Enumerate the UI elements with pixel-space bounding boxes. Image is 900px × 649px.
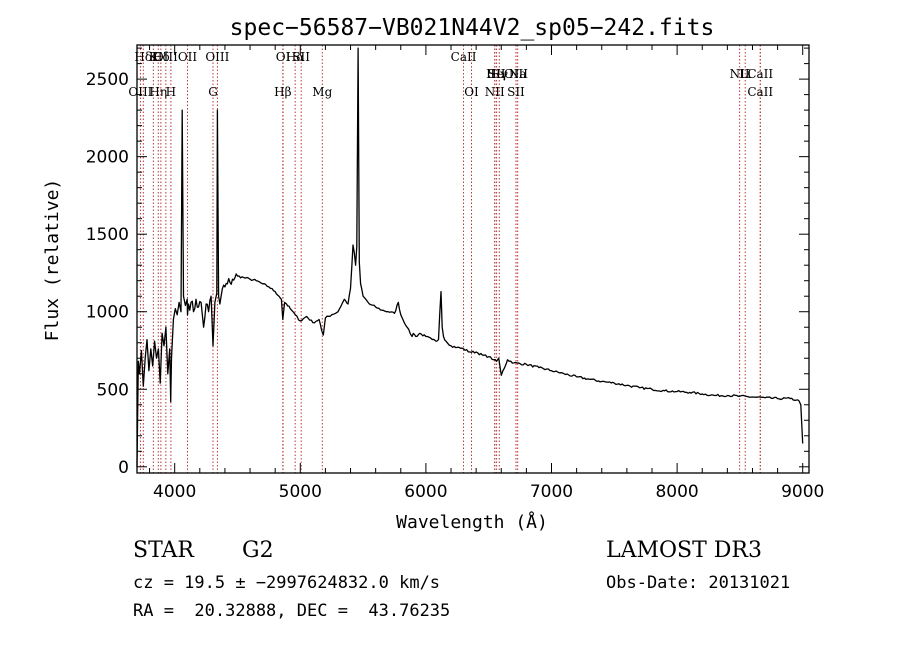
line-label-5: OIII — [205, 50, 229, 64]
y-tick-label-2: 1000 — [86, 303, 129, 323]
x-axis-label: Wavelength (Å) — [396, 511, 548, 533]
spectrum-line — [136, 47, 804, 467]
obs-date: Obs-Date: 20131021 — [606, 573, 791, 593]
line-label-8: SII — [292, 50, 310, 64]
line-label-9: CaII — [451, 50, 477, 64]
line-label-24: OI — [464, 85, 479, 99]
redshift-text: cz = 19.5 ± −2997624832.0 km/s — [133, 573, 441, 593]
x-tick-label-4: 8000 — [655, 482, 698, 502]
line-label-3: OIII — [154, 50, 178, 64]
line-label-22: Hβ — [274, 85, 291, 99]
line-label-13: OIII — [504, 67, 528, 81]
chart-title: spec−56587−VB021N44V2_sp05−242.fits — [230, 15, 715, 41]
line-label-2: Hδ — [152, 50, 170, 64]
line-label-16: Li — [739, 67, 751, 81]
y-tick-label-1: 500 — [97, 380, 129, 400]
line-label-6: OI — [276, 50, 291, 64]
line-label-27: CaII — [747, 85, 773, 99]
object-subclass: G2 — [242, 538, 274, 563]
x-tick-label-5: 9000 — [781, 482, 824, 502]
line-label-23: Mg — [312, 85, 332, 99]
line-label-14: Na — [509, 67, 527, 81]
y-tick-label-3: 1500 — [86, 225, 129, 245]
line-label-11: SII — [488, 67, 506, 81]
line-label-12: Hγ — [490, 67, 508, 81]
line-label-25: NII — [485, 85, 505, 99]
x-tick-label-1: 5000 — [279, 482, 322, 502]
x-tick-label-0: 4000 — [153, 482, 196, 502]
line-label-0: Hδ — [134, 50, 152, 64]
line-label-1: K — [149, 50, 159, 64]
line-label-26: SII — [507, 85, 525, 99]
x-tick-label-3: 7000 — [530, 482, 573, 502]
axis-ticks: 4000 5000 6000 7000 8000 9000 0 500 1000 1500 2000… — [86, 45, 824, 502]
plot-frame — [136, 44, 810, 474]
line-label-19: Hη — [149, 85, 167, 99]
spectrum-chart: spec−56587−VB021N44V2_sp05−242.fits HδKH… — [42, 15, 824, 533]
line-label-21: G — [208, 85, 218, 99]
line-label-15: NII — [730, 67, 750, 81]
line-markers — [139, 45, 761, 473]
y-tick-label-4: 2000 — [86, 148, 129, 168]
coordinates: RA = 20.32888, DEC = 43.76235 — [133, 601, 451, 621]
line-label-7: Hα — [286, 50, 305, 64]
y-tick-label-0: 0 — [118, 458, 129, 478]
survey-name: LAMOST DR3 — [606, 538, 762, 563]
y-tick-label-5: 2500 — [86, 70, 129, 90]
line-label-18: OIII — [128, 85, 152, 99]
x-tick-label-2: 6000 — [404, 482, 447, 502]
line-label-17: CaII — [747, 67, 773, 81]
line-label-4: OII — [178, 50, 198, 64]
line-label-10: He — [486, 67, 504, 81]
y-axis-label: Flux (relative) — [42, 179, 63, 342]
line-label-20: H — [166, 85, 176, 99]
object-class: STAR — [133, 538, 194, 563]
